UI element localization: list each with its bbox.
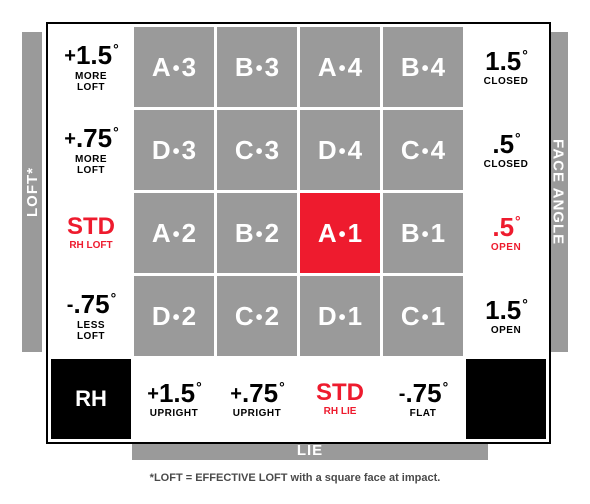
blank-corner [466,359,546,439]
pos-C-4: C•4 [383,110,463,190]
lie-0: +1.5°UPRIGHT [134,359,214,439]
footnote-text: *LOFT = EFFECTIVE LOFT with a square fac… [0,472,590,484]
settings-grid: +1.5°MORELOFTA•3B•3A•4B•41.5°CLOSED +.75°… [46,22,551,444]
face-1: .5°CLOSED [466,110,546,190]
pos-B-1: B•1 [383,193,463,273]
lie-std: STDRH LIE [300,359,380,439]
pos-D-4: D•4 [300,110,380,190]
loft-3: -.75°LESSLOFT [51,276,131,356]
axis-face-angle: FACE ANGLE [548,32,568,352]
pos-A-2: A•2 [134,193,214,273]
loft-0: +1.5°MORELOFT [51,27,131,107]
pos-D-1: D•1 [300,276,380,356]
lie-1: +.75°UPRIGHT [217,359,297,439]
lie-3: -.75°FLAT [383,359,463,439]
pos-B-3: B•3 [217,27,297,107]
pos-C-3: C•3 [217,110,297,190]
face-2: .5°OPEN [466,193,546,273]
axis-loft-label: LOFT* [24,167,41,217]
loft-std: STDRH LOFT [51,193,131,273]
pos-B-2: B•2 [217,193,297,273]
face-3: 1.5°OPEN [466,276,546,356]
pos-D-3: D•3 [134,110,214,190]
pos-A-3: A•3 [134,27,214,107]
pos-A-4: A•4 [300,27,380,107]
pos-C-2: C•2 [217,276,297,356]
axis-face-angle-label: FACE ANGLE [550,139,567,245]
pos-D-2: D•2 [134,276,214,356]
axis-loft: LOFT* [22,32,42,352]
pos-A-1: A•1 [300,193,380,273]
rh-corner: RH [51,359,131,439]
axis-lie-label: LIE [297,442,323,459]
loft-1: +.75°MORELOFT [51,110,131,190]
face-0: 1.5°CLOSED [466,27,546,107]
pos-B-4: B•4 [383,27,463,107]
pos-C-1: C•1 [383,276,463,356]
